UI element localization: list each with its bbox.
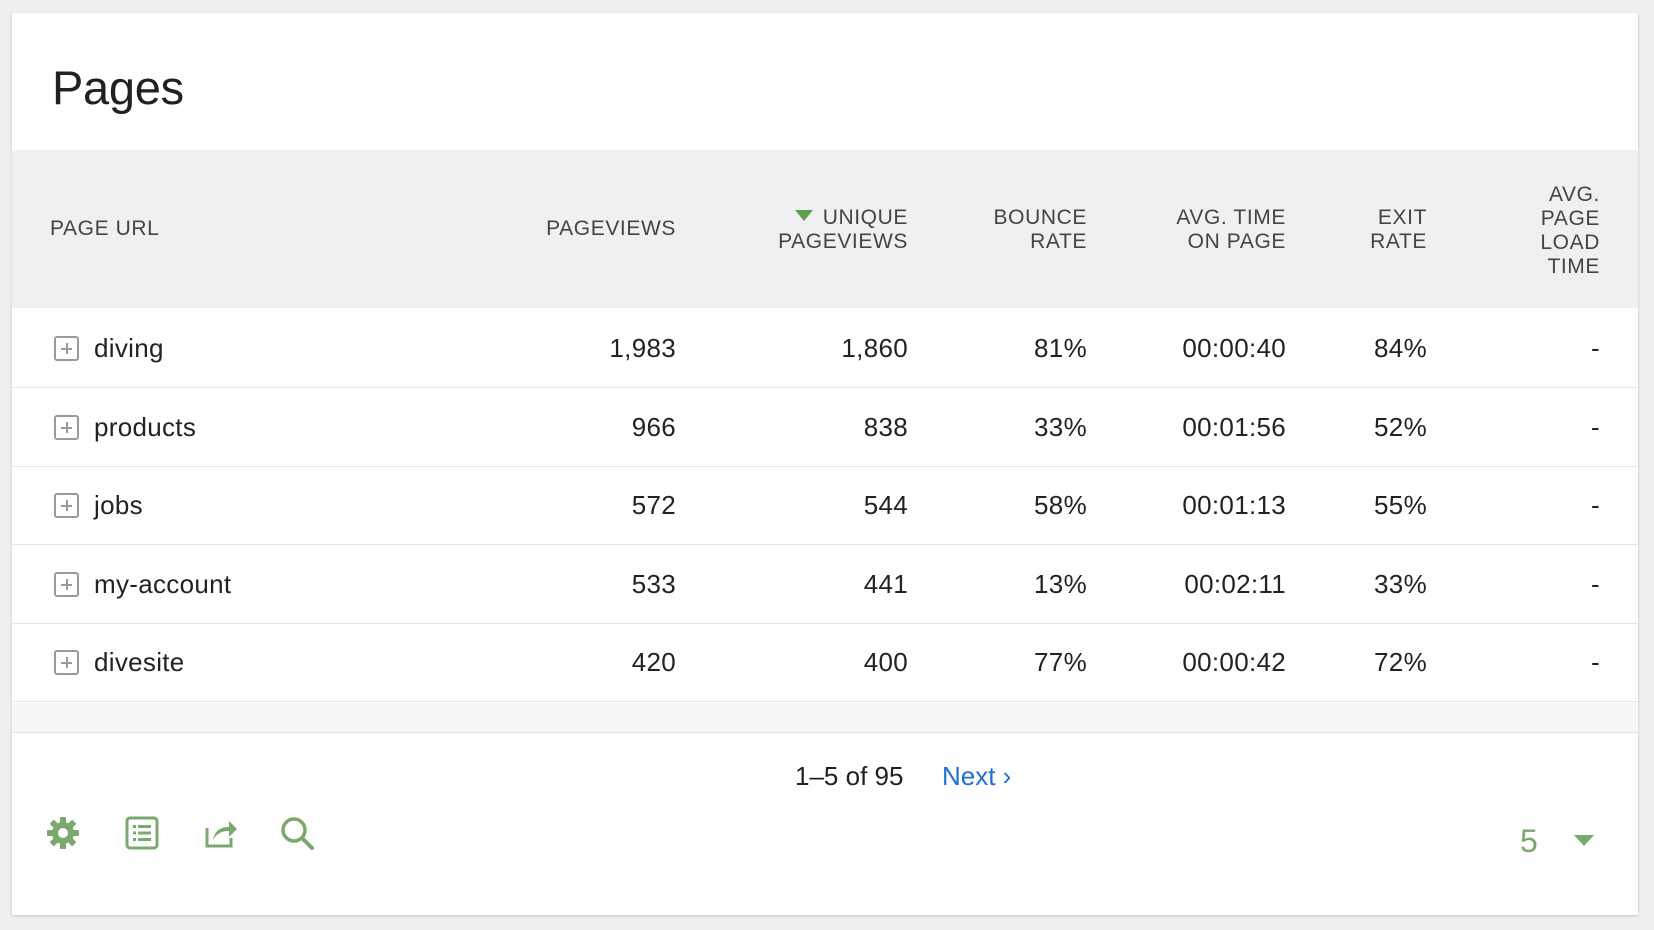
expand-plus-icon[interactable] — [54, 650, 79, 675]
unique-pageviews-cell: 544 — [863, 490, 908, 520]
table-row[interactable]: jobs 572 544 58% 00:01:13 55% - — [12, 466, 1638, 545]
avg-time-cell: 00:02:11 — [1184, 569, 1286, 599]
pageviews-cell: 966 — [631, 412, 676, 442]
exit-rate-cell: 72% — [1374, 647, 1427, 677]
gear-icon[interactable] — [43, 813, 83, 853]
table-view-icon[interactable] — [122, 813, 162, 853]
column-header-avg-load-time[interactable]: AVG. PAGE LOAD TIME — [1540, 183, 1600, 279]
column-header-pageviews[interactable]: PAGEVIEWS — [546, 217, 676, 240]
unique-pageviews-cell: 441 — [863, 569, 908, 599]
next-page-link[interactable]: Next › — [942, 761, 1012, 791]
avg-load-time-cell: - — [1591, 333, 1600, 363]
avg-time-cell: 00:01:56 — [1182, 412, 1286, 442]
search-icon[interactable] — [277, 813, 317, 853]
avg-load-time-cell: - — [1591, 569, 1600, 599]
table-row[interactable]: products 966 838 33% 00:01:56 52% - — [12, 388, 1638, 467]
bounce-rate-cell: 58% — [1034, 490, 1087, 520]
page-url-cell[interactable]: divesite — [94, 647, 185, 677]
pageviews-cell: 1,983 — [609, 333, 676, 363]
bounce-rate-cell: 81% — [1034, 333, 1087, 363]
pagination-range: 1–5 of 95 — [795, 761, 904, 791]
unique-pageviews-cell: 838 — [863, 412, 908, 442]
sort-desc-icon — [794, 210, 813, 221]
table-row[interactable]: divesite 420 400 77% 00:00:42 72% - — [12, 623, 1638, 702]
page-url-cell[interactable]: my-account — [94, 569, 232, 599]
column-header-unique-pageviews[interactable]: UNIQUE PAGEVIEWS — [688, 206, 908, 254]
row-limit-value[interactable]: 5 — [1520, 823, 1538, 859]
table-header: PAGE URL PAGEVIEWS UNIQUE PAGEVIEWS BOUN… — [12, 150, 1638, 308]
exit-rate-cell: 33% — [1374, 569, 1427, 599]
exit-rate-cell: 55% — [1374, 490, 1427, 520]
expand-plus-icon[interactable] — [54, 572, 79, 597]
table-footer-strip — [12, 703, 1638, 733]
table-row[interactable]: diving 1,983 1,860 81% 00:00:40 84% - — [12, 309, 1638, 388]
column-header-line: AVG. — [1548, 183, 1600, 206]
expand-plus-icon[interactable] — [54, 415, 79, 440]
chevron-down-icon[interactable] — [1574, 835, 1594, 846]
column-header-line: PAGE — [1540, 207, 1600, 230]
column-header-bounce-rate[interactable]: BOUNCE RATE — [994, 206, 1087, 254]
exit-rate-cell: 52% — [1374, 412, 1427, 442]
expand-plus-icon[interactable] — [54, 493, 79, 518]
column-header-line: RATE — [1370, 230, 1427, 253]
column-header-line: RATE — [1030, 230, 1087, 253]
avg-load-time-cell: - — [1591, 647, 1600, 677]
page-url-cell[interactable]: jobs — [94, 490, 143, 520]
column-header-line: EXIT — [1377, 206, 1427, 229]
column-header-line: LOAD — [1540, 231, 1600, 254]
export-icon[interactable] — [201, 813, 241, 853]
column-header-line: TIME — [1547, 255, 1600, 278]
column-header-exit-rate[interactable]: EXIT RATE — [1370, 206, 1427, 254]
page-url-cell[interactable]: products — [94, 412, 197, 442]
unique-pageviews-cell: 1,860 — [841, 333, 908, 363]
page-url-cell[interactable]: diving — [94, 333, 164, 363]
bounce-rate-cell: 13% — [1034, 569, 1087, 599]
avg-time-cell: 00:00:42 — [1182, 647, 1286, 677]
avg-load-time-cell: - — [1591, 412, 1600, 442]
pages-report-card: Pages PAGE URL PAGEVIEWS UNIQUE PAGEVIEW… — [12, 13, 1638, 915]
table-row[interactable]: my-account 533 441 13% 00:02:11 33% - — [12, 545, 1638, 624]
column-header-page-url[interactable]: PAGE URL — [50, 217, 160, 240]
avg-load-time-cell: - — [1591, 490, 1600, 520]
pageviews-cell: 533 — [631, 569, 676, 599]
avg-time-cell: 00:00:40 — [1182, 333, 1286, 363]
column-header-line: BOUNCE — [993, 206, 1087, 229]
exit-rate-cell: 84% — [1374, 333, 1427, 363]
pageviews-cell: 420 — [631, 647, 676, 677]
column-header-line: AVG. TIME — [1176, 206, 1286, 229]
bounce-rate-cell: 77% — [1034, 647, 1087, 677]
bounce-rate-cell: 33% — [1034, 412, 1087, 442]
column-header-avg-time[interactable]: AVG. TIME ON PAGE — [1176, 206, 1286, 254]
column-header-line: UNIQUE — [822, 206, 908, 229]
pageviews-cell: 572 — [631, 490, 676, 520]
unique-pageviews-cell: 400 — [863, 647, 908, 677]
card-title: Pages — [52, 61, 184, 114]
column-header-line: PAGEVIEWS — [778, 230, 908, 253]
column-header-line: ON PAGE — [1187, 230, 1286, 253]
avg-time-cell: 00:01:13 — [1182, 490, 1286, 520]
expand-plus-icon[interactable] — [54, 336, 79, 361]
